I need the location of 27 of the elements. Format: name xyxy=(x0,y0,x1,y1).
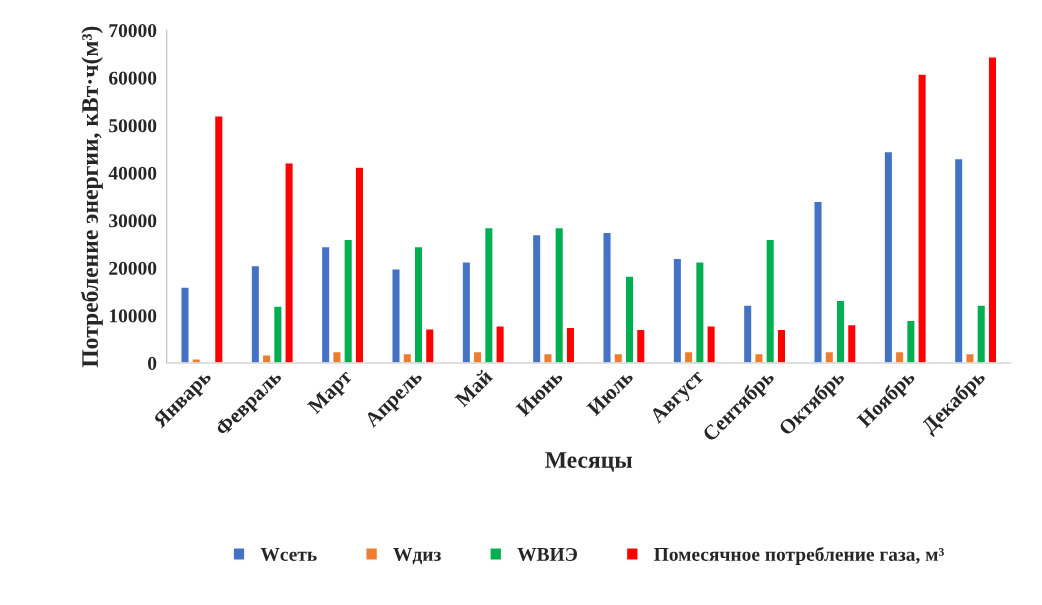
bar xyxy=(424,328,435,363)
legend-label: Помесячное потребление газа, м³ xyxy=(654,546,944,565)
y-tick-label: 0 xyxy=(148,356,157,370)
y-tick-label: 30000 xyxy=(109,214,157,228)
y-tick-label: 70000 xyxy=(109,24,157,38)
bar xyxy=(461,261,472,363)
bar xyxy=(987,56,998,363)
bar xyxy=(213,115,224,363)
bar xyxy=(672,257,683,363)
y-axis-title: Потребление энергии, кВт·ч(м³) xyxy=(80,26,103,368)
y-tick-label: 10000 xyxy=(109,309,157,323)
bar xyxy=(354,166,365,363)
bar xyxy=(635,328,646,363)
y-tick-label: 50000 xyxy=(109,119,157,133)
y-tick-label: 40000 xyxy=(108,166,157,180)
bar xyxy=(835,299,846,363)
legend-label: Wдиз xyxy=(393,548,441,565)
y-tick-label: 60000 xyxy=(109,71,157,85)
bar xyxy=(624,275,635,363)
bar xyxy=(250,264,261,363)
bar xyxy=(883,150,894,363)
legend-label: Wсеть xyxy=(260,548,317,562)
y-tick-label: 20000 xyxy=(109,261,157,275)
legend-label: WВИЭ xyxy=(517,547,577,562)
bar xyxy=(846,323,857,363)
x-axis-title: Месяцы xyxy=(545,452,633,472)
bar xyxy=(413,245,424,363)
